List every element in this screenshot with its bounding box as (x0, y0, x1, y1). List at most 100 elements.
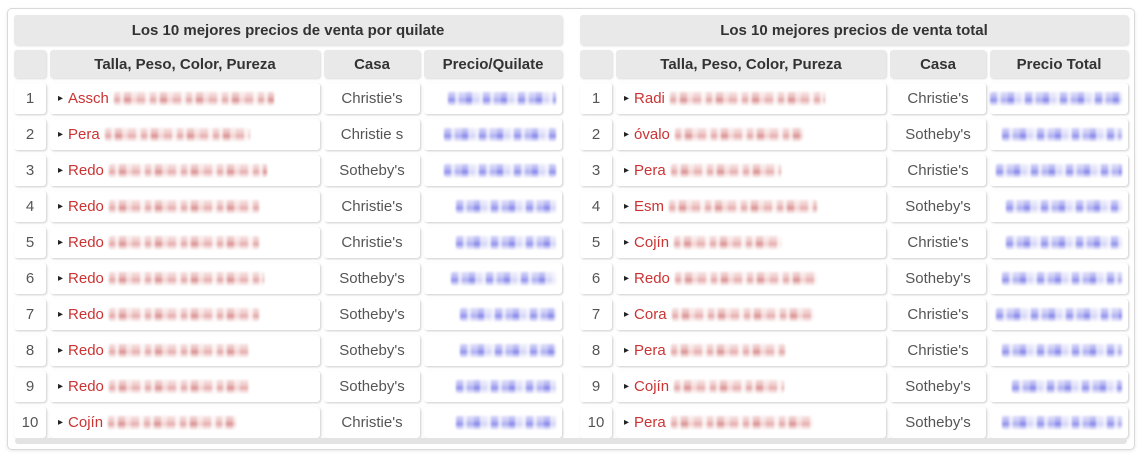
rank-cell: 9 (580, 371, 612, 402)
description-cell[interactable]: ▸ Redo (50, 191, 320, 222)
disclosure-triangle-icon[interactable]: ▸ (58, 308, 64, 320)
table-total-price: Los 10 mejores precios de venta total Ta… (580, 15, 1128, 438)
disclosure-triangle-icon[interactable]: ▸ (58, 92, 64, 104)
redacted-description (670, 164, 781, 177)
redacted-description (113, 92, 274, 105)
description-text: óvalo (634, 126, 670, 143)
description-cell[interactable]: ▸ Redo (50, 371, 320, 402)
header-description: Talla, Peso, Color, Pureza (50, 50, 320, 78)
price-cell (990, 371, 1128, 402)
disclosure-triangle-icon[interactable]: ▸ (58, 128, 64, 140)
disclosure-triangle-icon[interactable]: ▸ (58, 200, 64, 212)
price-cell (990, 299, 1128, 330)
auction-house-cell: Sotheby's (890, 263, 986, 294)
auction-house-cell: Christie's (324, 83, 420, 114)
redacted-description (108, 164, 267, 177)
redacted-description (108, 236, 259, 249)
rank-cell: 3 (14, 155, 46, 186)
description-cell[interactable]: ▸ Cojín (50, 407, 320, 438)
auction-house-cell: Christie's (890, 227, 986, 258)
disclosure-triangle-icon[interactable]: ▸ (58, 164, 64, 176)
rank-cell: 10 (14, 407, 46, 438)
description-cell[interactable]: ▸ Pera (50, 119, 320, 150)
description-cell[interactable]: ▸ Pera (616, 155, 886, 186)
redacted-price (996, 164, 1122, 177)
disclosure-triangle-icon[interactable]: ▸ (624, 344, 630, 356)
redacted-description (108, 200, 259, 213)
table-row: 8 ▸ Redo Sotheby's (14, 335, 562, 366)
description-cell[interactable]: ▸ Redo (50, 299, 320, 330)
disclosure-triangle-icon[interactable]: ▸ (624, 308, 630, 320)
rank-cell: 2 (14, 119, 46, 150)
description-cell[interactable]: ▸ óvalo (616, 119, 886, 150)
description-text: Assch (68, 90, 109, 107)
price-cell (990, 155, 1128, 186)
redacted-description (670, 344, 785, 357)
table-row: 4 ▸ Esm Sotheby's (580, 191, 1128, 222)
description-cell[interactable]: ▸ Assch (50, 83, 320, 114)
disclosure-triangle-icon[interactable]: ▸ (58, 272, 64, 284)
redacted-description (104, 128, 250, 141)
price-cell (424, 371, 562, 402)
rank-cell: 4 (580, 191, 612, 222)
rank-cell: 9 (14, 371, 46, 402)
table-row: 5 ▸ Cojín Christie's (580, 227, 1128, 258)
redacted-description (108, 344, 249, 357)
table-title: Los 10 mejores precios de venta por quil… (14, 15, 562, 45)
description-cell[interactable]: ▸ Redo (616, 263, 886, 294)
auction-house-cell: Sotheby's (324, 371, 420, 402)
description-cell[interactable]: ▸ Cojín (616, 227, 886, 258)
redacted-price (1006, 236, 1122, 249)
rank-cell: 5 (580, 227, 612, 258)
description-cell[interactable]: ▸ Redo (50, 227, 320, 258)
disclosure-triangle-icon[interactable]: ▸ (624, 380, 630, 392)
table-header-row: Talla, Peso, Color, Pureza Casa Precio/Q… (14, 50, 562, 78)
description-cell[interactable]: ▸ Pera (616, 335, 886, 366)
header-price: Precio Total (990, 50, 1128, 78)
description-cell[interactable]: ▸ Redo (50, 335, 320, 366)
redacted-price (996, 308, 1122, 321)
disclosure-triangle-icon[interactable]: ▸ (624, 272, 630, 284)
table-header-row: Talla, Peso, Color, Pureza Casa Precio T… (580, 50, 1128, 78)
price-cell (990, 407, 1128, 438)
rank-cell: 6 (14, 263, 46, 294)
disclosure-triangle-icon[interactable]: ▸ (624, 200, 630, 212)
description-cell[interactable]: ▸ Radi (616, 83, 886, 114)
description-cell[interactable]: ▸ Cora (616, 299, 886, 330)
auction-house-cell: Christie's (890, 155, 986, 186)
disclosure-triangle-icon[interactable]: ▸ (58, 380, 64, 392)
rank-cell: 1 (14, 83, 46, 114)
disclosure-triangle-icon[interactable]: ▸ (58, 416, 64, 428)
disclosure-triangle-icon[interactable]: ▸ (624, 164, 630, 176)
disclosure-triangle-icon[interactable]: ▸ (624, 236, 630, 248)
table-row: 7 ▸ Redo Sotheby's (14, 299, 562, 330)
rank-cell: 8 (580, 335, 612, 366)
redacted-price (451, 272, 556, 285)
auction-house-cell: Christie's (890, 335, 986, 366)
horizontal-scrollbar-track[interactable] (15, 438, 1127, 444)
redacted-description (108, 308, 259, 321)
description-cell[interactable]: ▸ Cojín (616, 371, 886, 402)
price-cell (424, 299, 562, 330)
price-cell (990, 263, 1128, 294)
redacted-price (1012, 380, 1122, 393)
description-text: Redo (634, 270, 670, 287)
disclosure-triangle-icon[interactable]: ▸ (58, 344, 64, 356)
rank-cell: 7 (580, 299, 612, 330)
auction-house-cell: Sotheby's (324, 263, 420, 294)
disclosure-triangle-icon[interactable]: ▸ (624, 128, 630, 140)
disclosure-triangle-icon[interactable]: ▸ (624, 92, 630, 104)
description-cell[interactable]: ▸ Redo (50, 263, 320, 294)
description-cell[interactable]: ▸ Pera (616, 407, 886, 438)
redacted-description (674, 128, 803, 141)
header-casa: Casa (324, 50, 420, 78)
disclosure-triangle-icon[interactable]: ▸ (624, 416, 630, 428)
description-text: Pera (68, 126, 100, 143)
disclosure-triangle-icon[interactable]: ▸ (58, 236, 64, 248)
description-cell[interactable]: ▸ Redo (50, 155, 320, 186)
rank-cell: 7 (14, 299, 46, 330)
auction-house-cell: Sotheby's (324, 335, 420, 366)
auction-house-cell: Sotheby's (324, 155, 420, 186)
header-price: Precio/Quilate (424, 50, 562, 78)
description-cell[interactable]: ▸ Esm (616, 191, 886, 222)
